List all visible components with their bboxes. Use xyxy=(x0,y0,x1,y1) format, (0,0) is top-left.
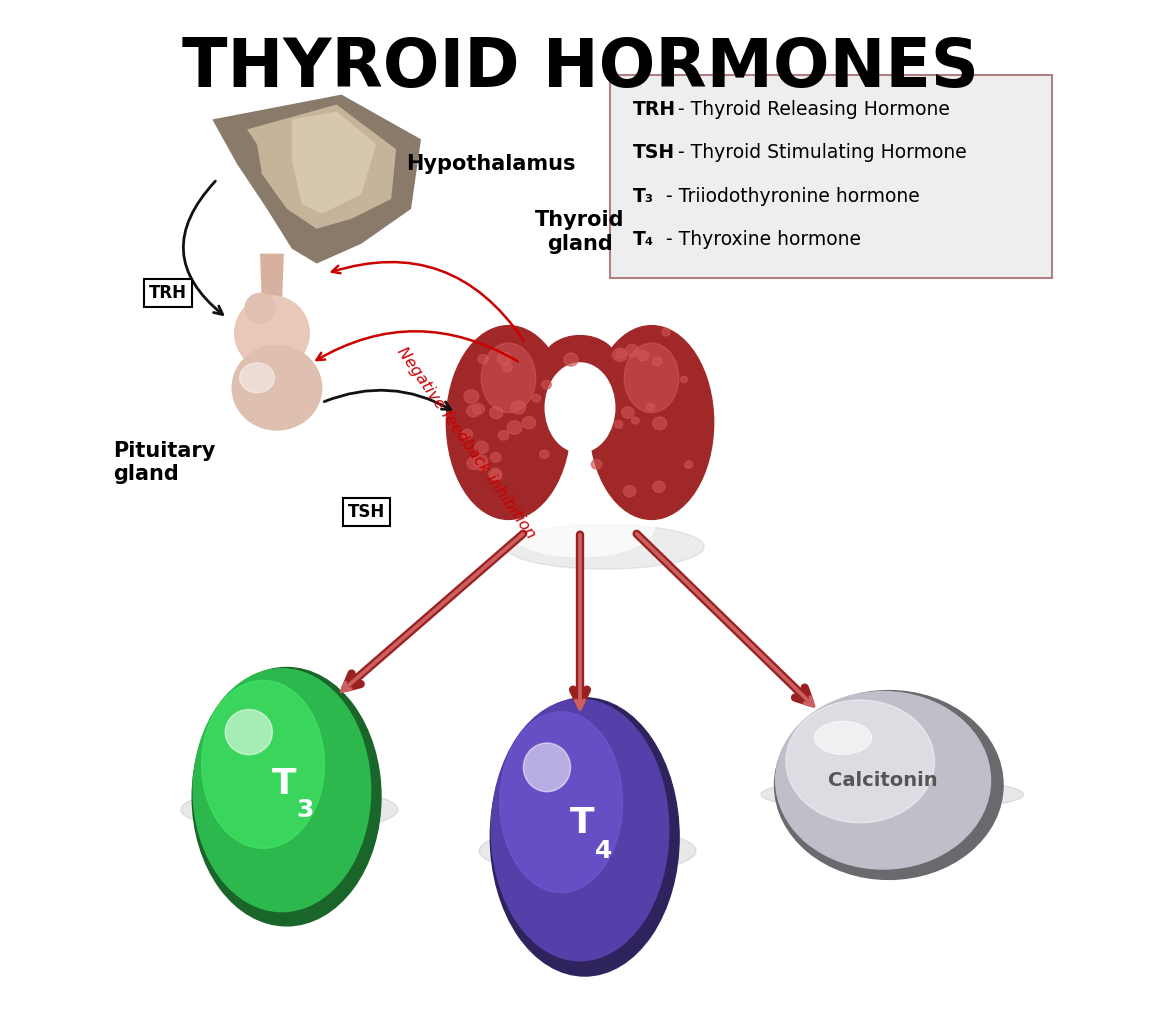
Ellipse shape xyxy=(775,691,1003,879)
Ellipse shape xyxy=(491,698,679,976)
Ellipse shape xyxy=(589,325,713,519)
Ellipse shape xyxy=(512,401,525,414)
Ellipse shape xyxy=(234,296,310,370)
Polygon shape xyxy=(260,254,284,308)
Ellipse shape xyxy=(622,407,635,418)
Ellipse shape xyxy=(181,787,398,832)
Ellipse shape xyxy=(488,468,501,480)
Ellipse shape xyxy=(500,712,623,892)
Text: TRH: TRH xyxy=(148,284,187,302)
Ellipse shape xyxy=(631,417,639,424)
Ellipse shape xyxy=(481,343,536,413)
Ellipse shape xyxy=(776,692,991,869)
Ellipse shape xyxy=(545,363,615,452)
Text: TRH: TRH xyxy=(632,100,676,119)
Ellipse shape xyxy=(473,455,488,468)
Ellipse shape xyxy=(646,404,654,411)
Text: - Thyroid Stimulating Hormone: - Thyroid Stimulating Hormone xyxy=(673,144,967,162)
Text: Thyroid
gland: Thyroid gland xyxy=(535,210,625,254)
Ellipse shape xyxy=(653,357,662,366)
Text: Hypothalamus: Hypothalamus xyxy=(406,154,575,174)
Ellipse shape xyxy=(502,363,512,372)
Ellipse shape xyxy=(532,394,541,403)
Ellipse shape xyxy=(507,421,522,434)
Text: - Thyroxine hormone: - Thyroxine hormone xyxy=(660,230,862,249)
Polygon shape xyxy=(212,94,421,264)
Ellipse shape xyxy=(684,461,693,468)
Ellipse shape xyxy=(490,407,502,419)
Text: - Triiodothyronine hormone: - Triiodothyronine hormone xyxy=(660,187,920,206)
Ellipse shape xyxy=(506,524,704,569)
Ellipse shape xyxy=(464,389,479,404)
Ellipse shape xyxy=(612,348,628,362)
Ellipse shape xyxy=(466,405,480,417)
Text: - Thyroid Releasing Hormone: - Thyroid Releasing Hormone xyxy=(673,100,950,119)
Ellipse shape xyxy=(472,404,485,415)
Ellipse shape xyxy=(653,482,665,493)
Ellipse shape xyxy=(194,669,371,912)
Ellipse shape xyxy=(539,450,549,458)
Text: T₃: T₃ xyxy=(632,187,654,206)
Ellipse shape xyxy=(615,421,623,428)
Text: Calcitonin: Calcitonin xyxy=(828,771,938,790)
Ellipse shape xyxy=(625,345,639,357)
Ellipse shape xyxy=(814,721,871,754)
Ellipse shape xyxy=(542,380,551,389)
FancyBboxPatch shape xyxy=(610,75,1052,279)
Ellipse shape xyxy=(193,667,380,926)
Ellipse shape xyxy=(761,778,1023,811)
Ellipse shape xyxy=(564,353,578,366)
Ellipse shape xyxy=(592,459,602,469)
Ellipse shape xyxy=(245,293,275,323)
Ellipse shape xyxy=(543,336,617,390)
Text: TSH: TSH xyxy=(632,144,675,162)
Ellipse shape xyxy=(478,355,488,364)
Ellipse shape xyxy=(624,343,679,413)
Ellipse shape xyxy=(662,329,670,336)
Ellipse shape xyxy=(623,486,636,497)
Ellipse shape xyxy=(474,441,488,453)
Ellipse shape xyxy=(522,417,536,429)
Ellipse shape xyxy=(498,352,512,365)
Ellipse shape xyxy=(477,461,487,470)
Ellipse shape xyxy=(479,826,696,875)
Ellipse shape xyxy=(523,743,571,792)
Ellipse shape xyxy=(492,700,668,960)
Ellipse shape xyxy=(616,350,626,359)
Text: T: T xyxy=(570,806,594,840)
Text: Negative feedback inhibition: Negative feedback inhibition xyxy=(393,344,538,540)
Text: 4: 4 xyxy=(595,839,612,863)
Ellipse shape xyxy=(467,457,480,469)
Ellipse shape xyxy=(491,469,502,481)
Polygon shape xyxy=(292,112,376,214)
Text: THYROID HORMONES: THYROID HORMONES xyxy=(182,34,978,101)
Text: Pituitary
gland: Pituitary gland xyxy=(113,441,216,484)
Text: T₄: T₄ xyxy=(632,230,654,249)
Polygon shape xyxy=(247,104,397,229)
Ellipse shape xyxy=(447,325,571,519)
Ellipse shape xyxy=(506,497,654,557)
Ellipse shape xyxy=(202,680,325,849)
Ellipse shape xyxy=(462,429,472,439)
Ellipse shape xyxy=(681,376,688,382)
Ellipse shape xyxy=(240,363,275,392)
Ellipse shape xyxy=(225,710,273,754)
Ellipse shape xyxy=(786,700,935,822)
Text: TSH: TSH xyxy=(348,503,385,521)
Ellipse shape xyxy=(491,452,501,462)
Text: 3: 3 xyxy=(297,798,314,821)
Ellipse shape xyxy=(499,431,509,440)
Ellipse shape xyxy=(232,346,321,430)
Ellipse shape xyxy=(653,417,667,430)
Text: T: T xyxy=(271,767,296,801)
Ellipse shape xyxy=(637,351,648,361)
